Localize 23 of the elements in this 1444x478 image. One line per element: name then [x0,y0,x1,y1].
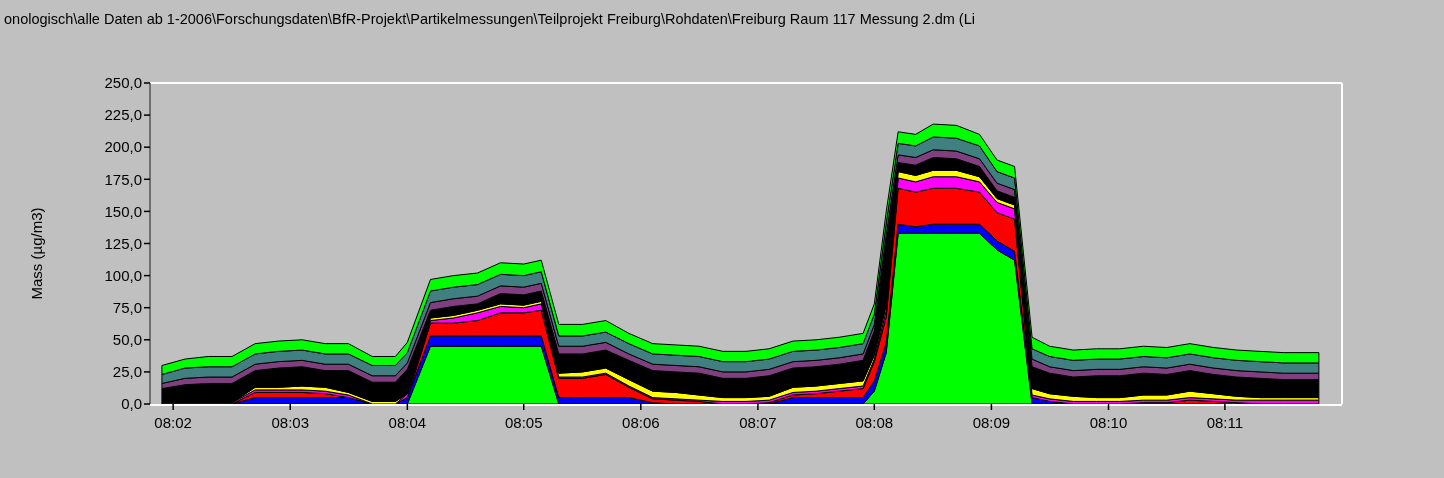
x-tick-label: 08:06 [622,414,660,431]
y-tick-label: 50,0 [112,331,142,349]
y-tick-label: 250,0 [104,74,142,92]
y-axis-title: Mass (µg/m3) [28,207,45,300]
y-tick-label: 200,0 [104,138,142,156]
x-tick-label: 08:04 [388,414,427,431]
y-tick-label: 0,0 [121,395,142,413]
x-tick-label: 08:10 [1089,414,1128,431]
x-tick-label: 08:08 [855,414,894,431]
chart-title: onologisch\alle Daten ab 1-2006\Forschungsdaten\BfR-Projekt\Partikelmessungen\Teilprojekt Freiburg\Rohdaten\Freiburg Raum 117 Messung 2.dm (Li [4,11,975,27]
x-tick-label: 08:09 [972,414,1011,431]
y-tick-label: 100,0 [104,266,142,284]
y-tick-label: 150,0 [104,202,142,220]
x-tick-label: 08:07 [739,414,777,431]
y-tick-label: 175,0 [104,170,142,188]
y-tick-label: 75,0 [112,298,142,316]
x-tick-label: 08:05 [504,414,543,431]
x-tick-label: 08:02 [154,414,192,431]
x-tick-label: 08:11 [1206,414,1244,431]
y-tick-label: 125,0 [104,234,142,252]
y-tick-label: 225,0 [104,106,142,124]
x-tick-label: 08:03 [271,414,310,431]
y-tick-label: 25,0 [112,363,142,381]
